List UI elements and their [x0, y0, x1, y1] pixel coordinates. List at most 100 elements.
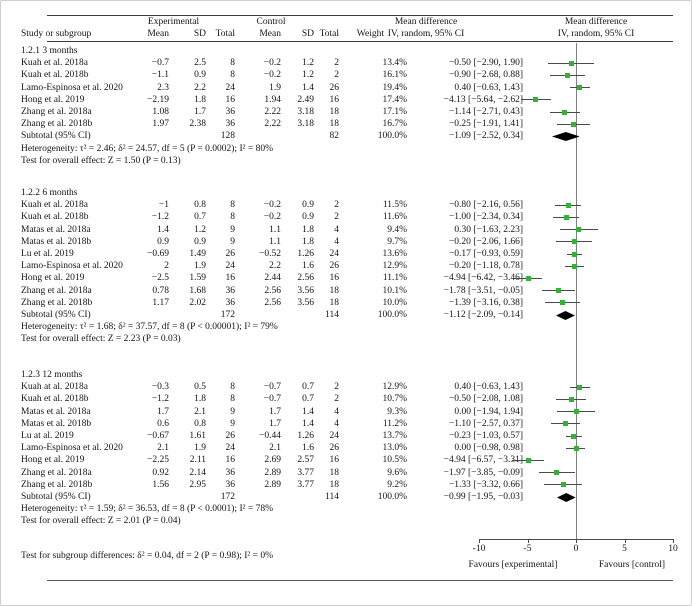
weight: 13.7%	[382, 431, 407, 441]
exp-mean: 0.6	[157, 418, 169, 429]
weight: 16.1%	[382, 70, 407, 81]
bottom-rule	[47, 580, 673, 581]
ci-text: −4.94 [−6.42, −3.46]	[443, 273, 523, 284]
study-row: Zhang et al. 2018b 1.97 2.38 36 2.22 3.18 18 16…	[1, 118, 691, 130]
mean-difference-plot-header: Mean difference	[564, 17, 628, 27]
ctrl-sd: 3.18	[297, 107, 314, 117]
study-name: Lu et al. 2019	[21, 249, 74, 259]
section-label: 1.2.3 12 months	[21, 370, 83, 380]
ci-text: 0.30 [−1.63, 2.23]	[454, 224, 523, 235]
ctrl-mean: 2.44	[264, 273, 281, 284]
exp-total: 8	[230, 212, 235, 223]
ctrl-mean: 1.1	[269, 236, 281, 247]
ctrl-sd: 2.57	[297, 455, 314, 466]
ci-text: −0.50 [−2.08, 1.08]	[448, 394, 523, 405]
overall-effect-row: Test for overall effect: Z = 1.50 (P = 0…	[1, 155, 691, 167]
study-row: Kuah et al. 2018b −1.2 1.8 8 −0.7 0.7 2 10.7% −0…	[1, 393, 691, 405]
ci-text-subheader: IV, random, 95% CI	[387, 29, 465, 39]
axis-tick-label: -5	[523, 544, 532, 554]
exp-mean: 1.7	[157, 406, 169, 417]
weight: 9.7%	[387, 236, 407, 247]
favours-control-label: Favours [control]	[598, 560, 666, 570]
ctrl-mean: 2.56	[264, 285, 281, 296]
study-name: Matas et al. 2018a	[21, 224, 91, 235]
favours-experimental-label: Favours [experimental]	[468, 560, 558, 570]
weight: 9.2%	[387, 479, 407, 490]
subtotal-label: Subtotal (95% CI)	[21, 131, 91, 142]
study-name: Kuah et al. 2018a	[21, 58, 89, 69]
ctrl-sd: 1.4	[302, 82, 314, 93]
weight: 11.2%	[382, 418, 407, 429]
exp-sd: 0.8	[194, 200, 206, 211]
point-estimate-marker	[573, 409, 579, 415]
study-row: Lu at al. 2019 −0.67 1.61 26 −0.44 1.26 24 13.7…	[1, 430, 691, 442]
ci-text: 0.00 [−0.98, 0.98]	[454, 443, 523, 454]
ctrl-total: 2	[334, 394, 339, 405]
study-row: Zhang et al. 2018a 1.08 1.7 36 2.22 3.18 18 17.…	[1, 106, 691, 118]
ci-text: −1.00 [−2.34, 0.34]	[448, 212, 523, 223]
point-estimate-marker	[525, 457, 531, 463]
exp-sd: 1.9	[194, 443, 206, 454]
weight: 13.0%	[382, 443, 407, 454]
weight: 11.1%	[382, 273, 407, 284]
weight: 12.9%	[382, 382, 407, 393]
section-label: 1.2.1 3 months	[21, 46, 78, 56]
ci-text: −0.20 [−2.06, 1.66]	[448, 236, 523, 247]
weight: 16.7%	[382, 119, 407, 130]
exp-sd: 1.61	[189, 431, 206, 441]
ctrl-total: 2	[334, 70, 339, 81]
ctrl-mean: 2.2	[269, 261, 281, 272]
exp-sd: 1.68	[189, 285, 206, 296]
point-estimate-marker	[563, 214, 569, 220]
exp-mean: −1.1	[151, 70, 169, 81]
weight: 10.5%	[382, 455, 407, 466]
heterogeneity-text: Heterogeneity: τ² = 2.46; δ² = 24.57, df…	[21, 143, 273, 154]
subtotal-row: Subtotal (95% CI) 172 114 100.0% −1.12 [−2.0…	[1, 309, 691, 321]
ci-text: −1.12 [−2.09, −0.14]	[443, 310, 523, 320]
point-estimate-marker	[560, 300, 566, 306]
ctrl-mean: −0.2	[263, 70, 281, 81]
ci-text: −1.33 [−3.32, 0.66]	[448, 479, 523, 490]
study-name: Lu at al. 2019	[21, 431, 74, 441]
exp-mean: 1.17	[152, 297, 169, 308]
weight: 10.7%	[382, 394, 407, 405]
ctrl-total: 26	[329, 443, 340, 454]
ctrl-sd-header: SD	[301, 29, 314, 39]
section-label-row: 1.2.3 12 months	[1, 369, 691, 381]
ctrl-total: 114	[325, 492, 339, 502]
axis-tick	[576, 539, 578, 543]
study-row: Kuah et al. 2018b −1.1 0.9 8 −0.2 1.2 2 16.1% −0…	[1, 69, 691, 81]
ctrl-total-header: Total	[319, 29, 339, 39]
subgroup-differences-text: Test for subgroup differences: δ² = 0.04…	[21, 551, 274, 561]
exp-total: 24	[225, 82, 236, 93]
subtotal-label: Subtotal (95% CI)	[21, 492, 91, 502]
exp-total: 16	[225, 273, 236, 284]
subtotal-label: Subtotal (95% CI)	[21, 310, 91, 320]
exp-mean: −2.19	[147, 94, 169, 105]
exp-total: 24	[225, 261, 236, 272]
point-estimate-marker	[571, 263, 577, 269]
ci-text: −0.23 [−1.03, 0.57]	[448, 431, 523, 441]
study-row: Matas et al. 2018a 1.4 1.2 9 1.1 1.8 4 9.4% 0.30…	[1, 224, 691, 236]
study-name: Kuah et al. 2018b	[21, 212, 89, 223]
ctrl-mean: 2.22	[264, 107, 281, 117]
subtotal-row: Subtotal (95% CI) 128 82 100.0% −1.09 [−2.52…	[1, 130, 691, 142]
exp-sd: 0.7	[194, 212, 206, 223]
exp-mean: 2	[164, 261, 169, 272]
study-name: Hong et al. 2019	[21, 94, 85, 105]
study-row: Lamo-Espinosa et al. 2020 2 1.9 24 2.2 1.6 26 1…	[1, 260, 691, 272]
ctrl-mean: −0.7	[263, 394, 281, 405]
exp-sd: 2.5	[194, 58, 206, 69]
point-estimate-marker	[562, 421, 568, 427]
ctrl-sd: 1.8	[302, 236, 314, 247]
mean-difference-text-header: Mean difference	[394, 17, 458, 27]
point-estimate-marker	[525, 275, 531, 281]
ctrl-mean: 2.22	[264, 119, 281, 130]
ctrl-total: 16	[329, 94, 340, 105]
ci-plot-subheader: IV, random, 95% CI	[557, 29, 635, 39]
ctrl-mean: 2.89	[264, 467, 281, 478]
ctrl-total: 26	[329, 261, 340, 272]
exp-mean: 1.56	[152, 479, 169, 490]
point-estimate-marker	[564, 72, 570, 78]
ctrl-mean: 1.1	[269, 224, 281, 235]
